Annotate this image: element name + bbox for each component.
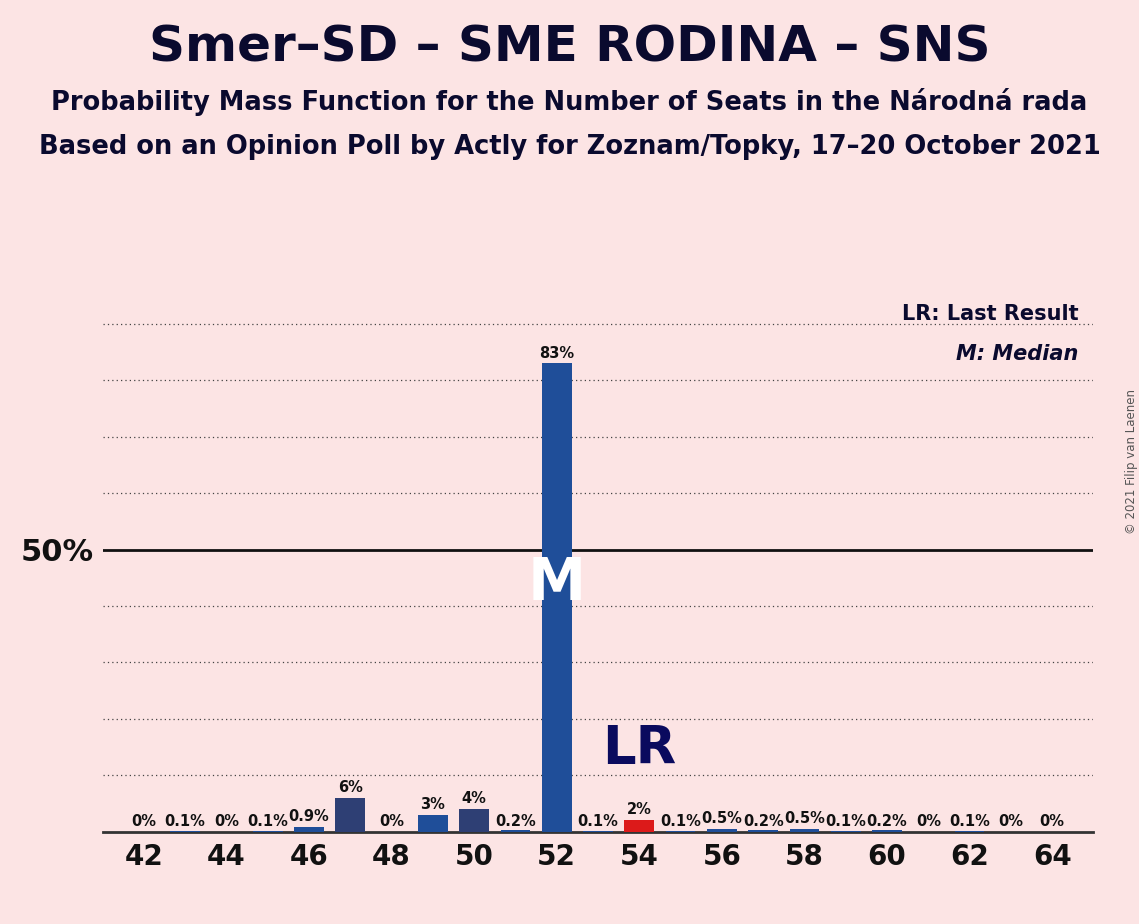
Text: 0.1%: 0.1%	[826, 814, 866, 829]
Text: 0.1%: 0.1%	[661, 814, 700, 829]
Bar	[459, 809, 489, 832]
Bar	[500, 831, 531, 832]
Bar	[707, 829, 737, 832]
Bar	[335, 797, 366, 832]
Text: 3%: 3%	[420, 796, 445, 812]
Bar	[872, 831, 902, 832]
Bar	[294, 827, 323, 832]
Text: 0.5%: 0.5%	[784, 811, 825, 826]
Text: 0.9%: 0.9%	[288, 808, 329, 823]
Text: 83%: 83%	[539, 346, 574, 360]
Text: 0%: 0%	[379, 814, 404, 829]
Text: 0%: 0%	[916, 814, 941, 829]
Bar	[748, 831, 778, 832]
Text: LR: LR	[603, 723, 677, 775]
Bar	[542, 363, 572, 832]
Text: 0.1%: 0.1%	[577, 814, 618, 829]
Text: 0%: 0%	[214, 814, 239, 829]
Text: 0%: 0%	[1040, 814, 1065, 829]
Text: 6%: 6%	[338, 780, 362, 795]
Text: 0.1%: 0.1%	[165, 814, 205, 829]
Text: Based on an Opinion Poll by Actly for Zoznam/Topky, 17–20 October 2021: Based on an Opinion Poll by Actly for Zo…	[39, 134, 1100, 160]
Text: Probability Mass Function for the Number of Seats in the Národná rada: Probability Mass Function for the Number…	[51, 88, 1088, 116]
Text: 0%: 0%	[131, 814, 156, 829]
Text: 0.2%: 0.2%	[495, 814, 535, 829]
Text: M: Median: M: Median	[957, 344, 1079, 364]
Text: 0.2%: 0.2%	[743, 814, 784, 829]
Text: M: M	[527, 555, 585, 612]
Text: 0.1%: 0.1%	[949, 814, 990, 829]
Text: Smer–SD – SME RODINA – SNS: Smer–SD – SME RODINA – SNS	[149, 23, 990, 71]
Text: LR: Last Result: LR: Last Result	[902, 304, 1079, 323]
Text: 0.1%: 0.1%	[247, 814, 288, 829]
Text: 2%: 2%	[626, 803, 652, 818]
Text: 4%: 4%	[461, 791, 486, 807]
Bar	[789, 829, 819, 832]
Text: 0%: 0%	[999, 814, 1023, 829]
Text: © 2021 Filip van Laenen: © 2021 Filip van Laenen	[1124, 390, 1138, 534]
Bar	[624, 821, 654, 832]
Text: 0.2%: 0.2%	[867, 814, 908, 829]
Text: 0.5%: 0.5%	[702, 811, 743, 826]
Bar	[418, 815, 448, 832]
